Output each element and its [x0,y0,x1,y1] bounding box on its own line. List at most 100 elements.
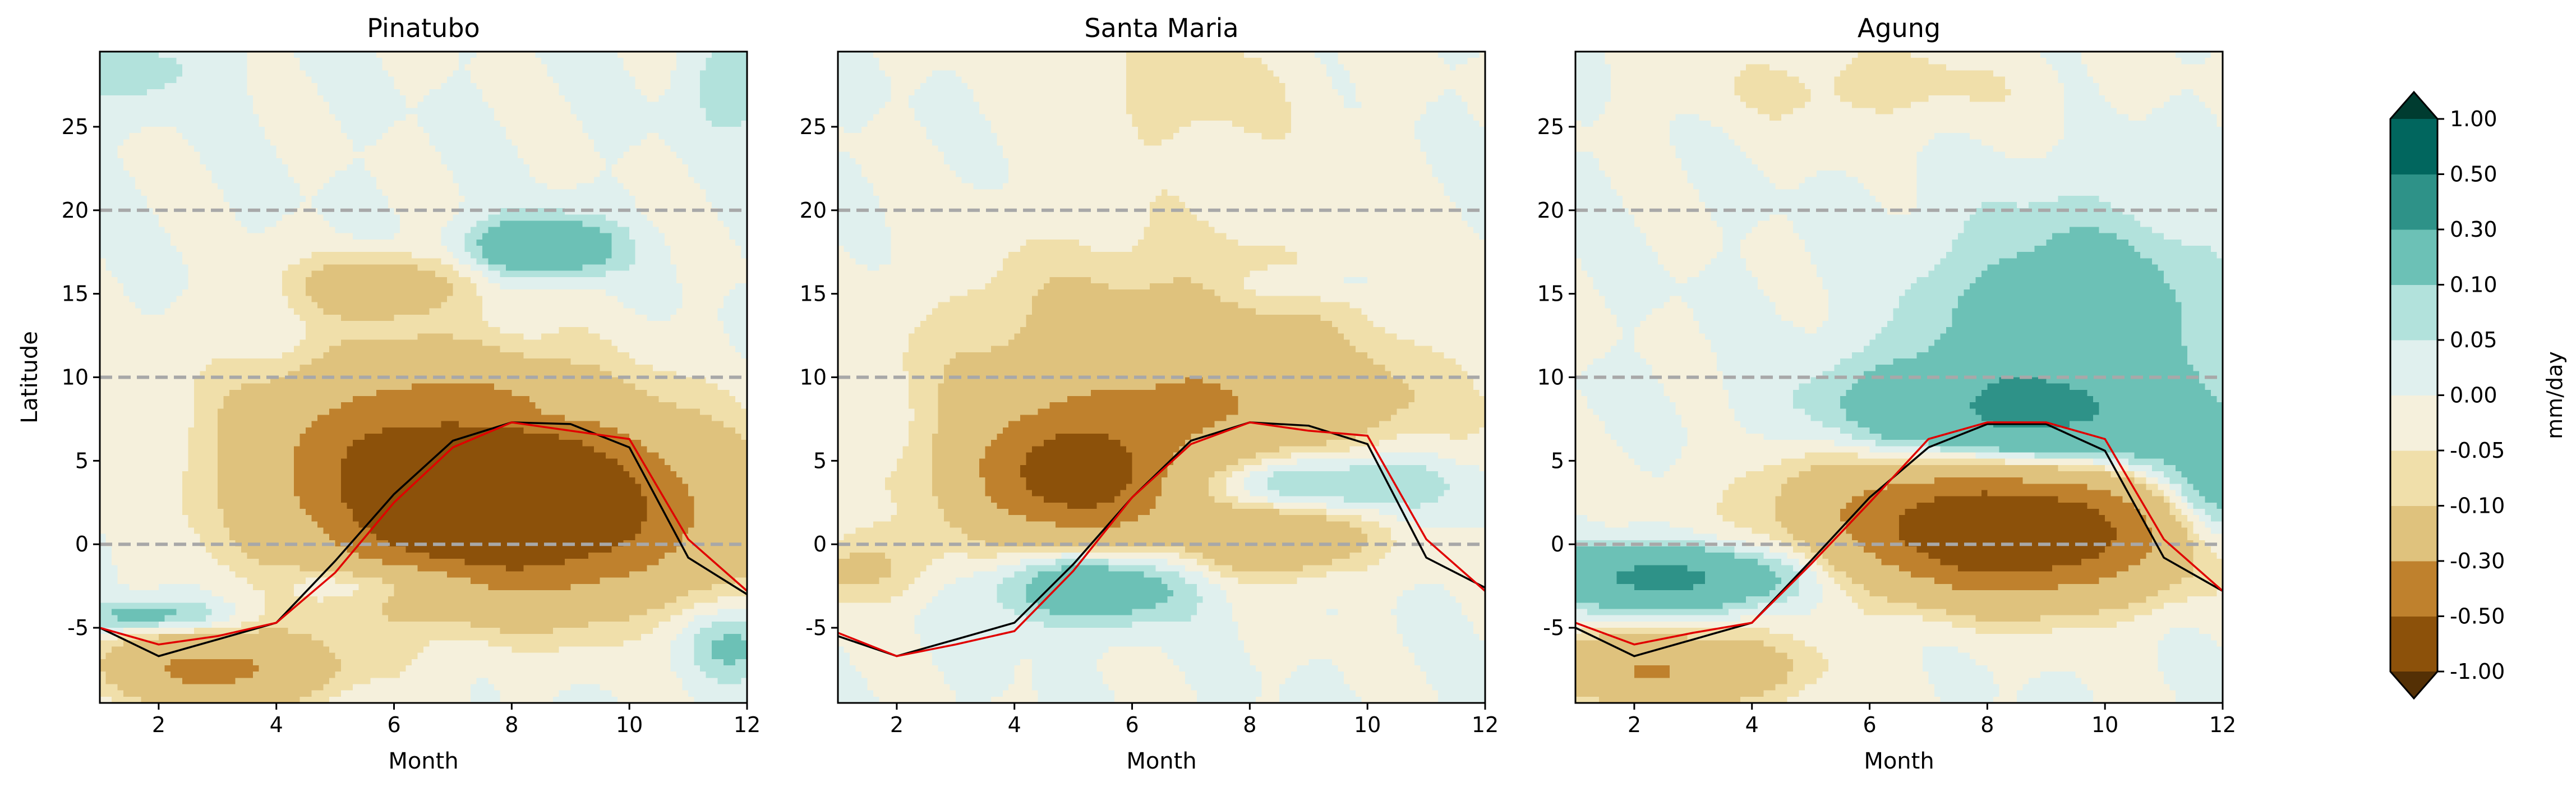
contour-cell [217,559,259,565]
contour-cell [873,521,950,528]
contour-cell [1450,195,1485,203]
contour-cell [188,465,218,472]
contour-cell [670,640,695,647]
contour-cell [600,333,730,341]
contour-cell [394,233,442,240]
contour-cell [1822,652,1923,660]
contour-cell [623,302,683,309]
contour-cell [1575,571,1618,578]
contour-cell [1793,321,1823,328]
contour-cell [412,659,671,666]
contour-cell [100,534,107,541]
contour-cell [838,502,897,509]
contour-cell [2075,672,2164,678]
contour-cell [1993,678,2029,685]
contour-cell [1675,151,1746,159]
contour-cell [529,396,660,403]
contour-cell [259,615,389,622]
contour-cell [323,183,377,190]
contour-cell [1575,515,1588,522]
contour-cell [1628,521,1670,528]
contour-cell [1356,89,1445,96]
contour-cell [1575,258,1582,265]
contour-cell [1828,314,1894,321]
contour-cell [1479,427,1485,434]
contour-cell [105,534,200,541]
contour-cell [1734,139,1929,146]
contour-cell [1575,171,1606,177]
contour-cell [323,684,353,691]
contour-cell [735,283,747,290]
contour-cell [1173,133,1262,140]
contour-cell [694,502,747,509]
contour-cell [252,108,330,115]
contour-cell [1575,458,1635,466]
contour-cell [1622,327,1635,334]
contour-cell [1587,402,1676,409]
contour-cell [1575,678,1788,685]
contour-cell [2110,102,2164,109]
contour-cell [205,603,236,610]
contour-cell [247,70,306,77]
contour-cell [1220,571,1327,578]
contour-cell [2034,452,2135,459]
contour-cell [299,365,601,371]
contour-cell [193,396,224,403]
contour-cell [446,164,530,171]
contour-cell [1138,126,1180,134]
contour-cell [1403,377,1474,384]
contour-cell [635,383,718,390]
contour-cell [1840,70,1994,77]
contour-cell [1781,490,1864,497]
contour-cell [1763,465,1812,472]
contour-cell [2040,52,2082,58]
contour-cell [1669,665,1794,672]
contour-cell [676,672,707,678]
contour-cell [617,158,683,165]
contour-cell [453,252,471,259]
contour-cell [594,139,642,146]
contour-cell [1852,102,1911,109]
contour-cell [2181,496,2188,503]
contour-cell [488,583,571,591]
contour-cell [1243,283,1485,290]
contour-cell [2099,577,2182,585]
contour-cell [441,421,459,428]
contour-cell [641,634,677,641]
contour-cell [741,402,747,409]
contour-cell [1817,270,1929,278]
contour-cell [635,76,671,84]
contour-cell [1191,684,1262,691]
contour-cell [1881,559,1941,565]
contour-cell [1132,246,1285,252]
contour-cell [891,246,1021,252]
contour-cell [1704,201,1882,209]
contour-cell [1916,352,2188,359]
contour-cell [1261,690,1280,697]
contour-cell [1126,95,1285,102]
contour-cell [252,583,294,591]
contour-cell [1291,452,1374,459]
contour-cell [1899,296,1959,303]
contour-cell [658,227,730,234]
contour-cell [1587,270,1670,278]
contour-cell [1781,521,1847,528]
contour-cell [1858,603,1918,610]
contour-cell [1575,126,1670,134]
contour-cell [341,484,642,491]
contour-cell [1822,596,1852,603]
contour-cell [2134,477,2147,484]
contour-cell [1975,452,2035,459]
contour-cell [1255,308,1362,315]
contour-cell [1852,577,1935,585]
contour-cell [1999,258,2153,265]
contour-cell [1032,665,1098,672]
contour-cell [908,371,944,378]
contour-cell [1291,126,1415,134]
contour-cell [2158,665,2223,672]
contour-cell [182,502,218,509]
contour-cell [1344,678,1427,685]
contour-cell [891,559,933,565]
contour-cell [712,52,747,58]
contour-cell [1881,433,2223,440]
